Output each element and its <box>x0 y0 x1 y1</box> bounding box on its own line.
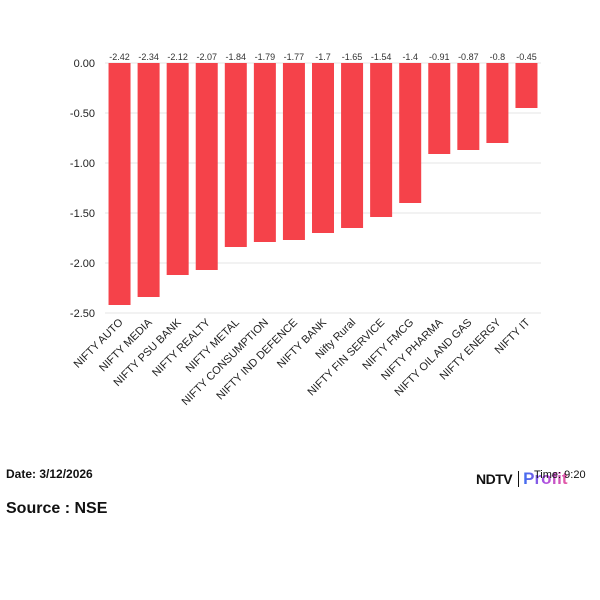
bar <box>428 63 451 154</box>
data-label: -1.4 <box>402 52 418 62</box>
x-tick-label: NIFTY AUTO <box>72 316 126 370</box>
bars <box>108 63 538 305</box>
y-tick-label: 0.00 <box>74 58 95 70</box>
data-label: -2.42 <box>109 52 130 62</box>
y-tick-label: -0.50 <box>70 108 95 120</box>
brand-divider <box>518 471 520 487</box>
bar <box>224 63 247 247</box>
source-label: Source : NSE <box>6 500 108 517</box>
bar <box>341 63 364 228</box>
data-label: -2.12 <box>167 52 188 62</box>
brand-profit-text: Profit <box>523 469 568 488</box>
data-label: -1.84 <box>226 52 247 62</box>
y-tick-label: -2.50 <box>70 308 95 320</box>
data-labels: -2.42 -2.34 -2.12 -2.07 -1.84 -1.79 -1.77 -1.7 -… <box>109 52 536 62</box>
data-label: -0.91 <box>429 52 450 62</box>
data-label: -0.87 <box>458 52 479 62</box>
data-label: -0.8 <box>490 52 506 62</box>
data-label: -0.45 <box>516 52 537 62</box>
bar <box>282 63 305 240</box>
bar <box>486 63 509 143</box>
bar <box>312 63 334 233</box>
y-axis: 0.00 -0.50 -1.00 -1.50 -2.00 -2.50 <box>70 58 95 320</box>
data-label: -1.79 <box>255 52 276 62</box>
sector-bar-chart: 0.00 -0.50 -1.00 -1.50 -2.00 -2.50 -2.42 -2.34… <box>70 52 541 408</box>
bar <box>253 63 276 242</box>
bar <box>515 63 538 108</box>
data-label: -2.07 <box>196 52 217 62</box>
bar <box>166 63 189 275</box>
bar <box>137 63 160 297</box>
y-tick-label: -1.00 <box>70 158 95 170</box>
bar <box>399 63 422 203</box>
date-label: Date: 3/12/2026 <box>6 467 93 481</box>
y-tick-label: -1.50 <box>70 208 95 220</box>
time-label: Time: 9:20 <box>534 469 586 481</box>
data-label: -1.77 <box>284 52 305 62</box>
bar <box>108 63 131 305</box>
brand-ndtv-text: NDTV <box>476 471 513 487</box>
bar <box>195 63 218 270</box>
data-label: -1.65 <box>342 52 363 62</box>
brand-logo: NDTV Profit <box>476 468 568 490</box>
y-tick-label: -2.00 <box>70 258 95 270</box>
bar <box>457 63 480 150</box>
data-label: -1.7 <box>315 52 331 62</box>
data-label: -2.34 <box>138 52 159 62</box>
bar <box>370 63 393 217</box>
data-label: -1.54 <box>371 52 392 62</box>
